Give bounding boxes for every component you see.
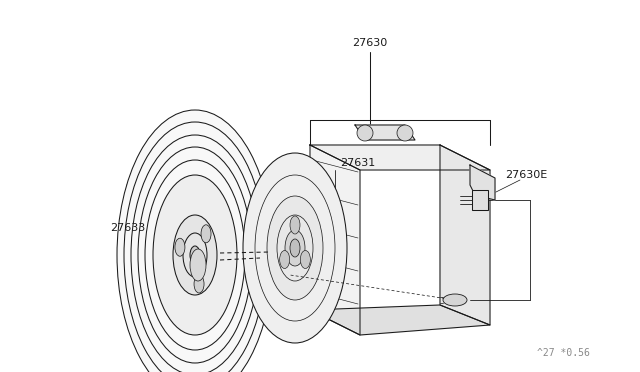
Ellipse shape <box>443 294 467 306</box>
FancyBboxPatch shape <box>472 190 488 210</box>
Ellipse shape <box>357 125 373 141</box>
Polygon shape <box>310 145 360 335</box>
Ellipse shape <box>285 230 305 266</box>
Ellipse shape <box>153 175 237 335</box>
Polygon shape <box>470 165 495 200</box>
Ellipse shape <box>190 246 200 264</box>
Ellipse shape <box>194 275 204 293</box>
Ellipse shape <box>300 250 310 269</box>
Text: 27630: 27630 <box>353 38 388 48</box>
Ellipse shape <box>267 196 323 300</box>
Ellipse shape <box>201 225 211 243</box>
Polygon shape <box>310 305 490 335</box>
Ellipse shape <box>397 125 413 141</box>
Polygon shape <box>355 125 415 140</box>
Ellipse shape <box>243 153 347 343</box>
Ellipse shape <box>190 249 206 281</box>
Ellipse shape <box>280 250 290 269</box>
Ellipse shape <box>173 215 217 295</box>
Ellipse shape <box>117 110 273 372</box>
Text: ^27 *0.56: ^27 *0.56 <box>537 348 590 358</box>
Text: 27631: 27631 <box>340 158 375 168</box>
Polygon shape <box>440 145 490 325</box>
Polygon shape <box>310 145 490 170</box>
Text: 27633: 27633 <box>110 223 145 233</box>
Ellipse shape <box>290 239 300 257</box>
Ellipse shape <box>290 216 300 234</box>
Text: 27630E: 27630E <box>505 170 547 180</box>
Ellipse shape <box>175 238 185 256</box>
